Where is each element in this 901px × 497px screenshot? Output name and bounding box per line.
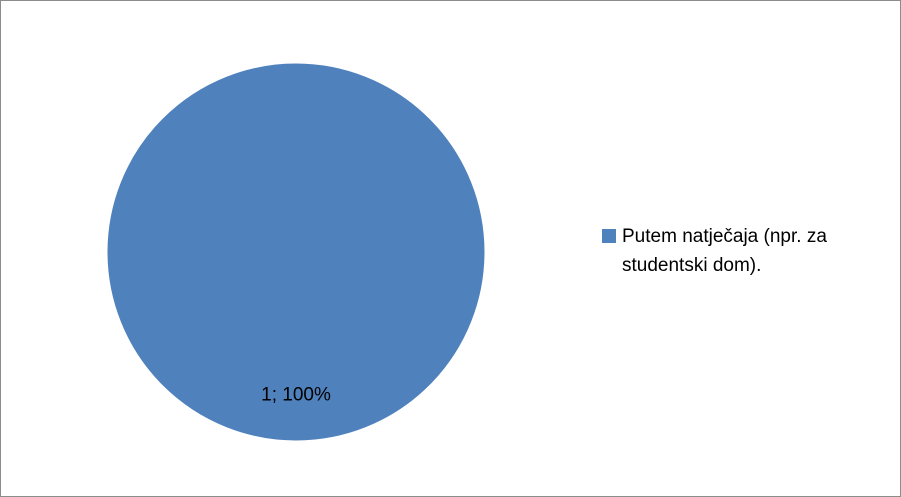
legend-swatch [602,229,616,243]
data-label-0: 1; 100% [261,385,331,406]
pie-slice-0 [106,62,486,442]
data-labels: 1; 100% [261,385,331,406]
legend-entry-label: Putem natječaja (npr. za studentski dom)… [622,226,827,276]
pie-slices [106,62,486,442]
legend: Putem natječaja (npr. za studentski dom)… [602,222,892,280]
